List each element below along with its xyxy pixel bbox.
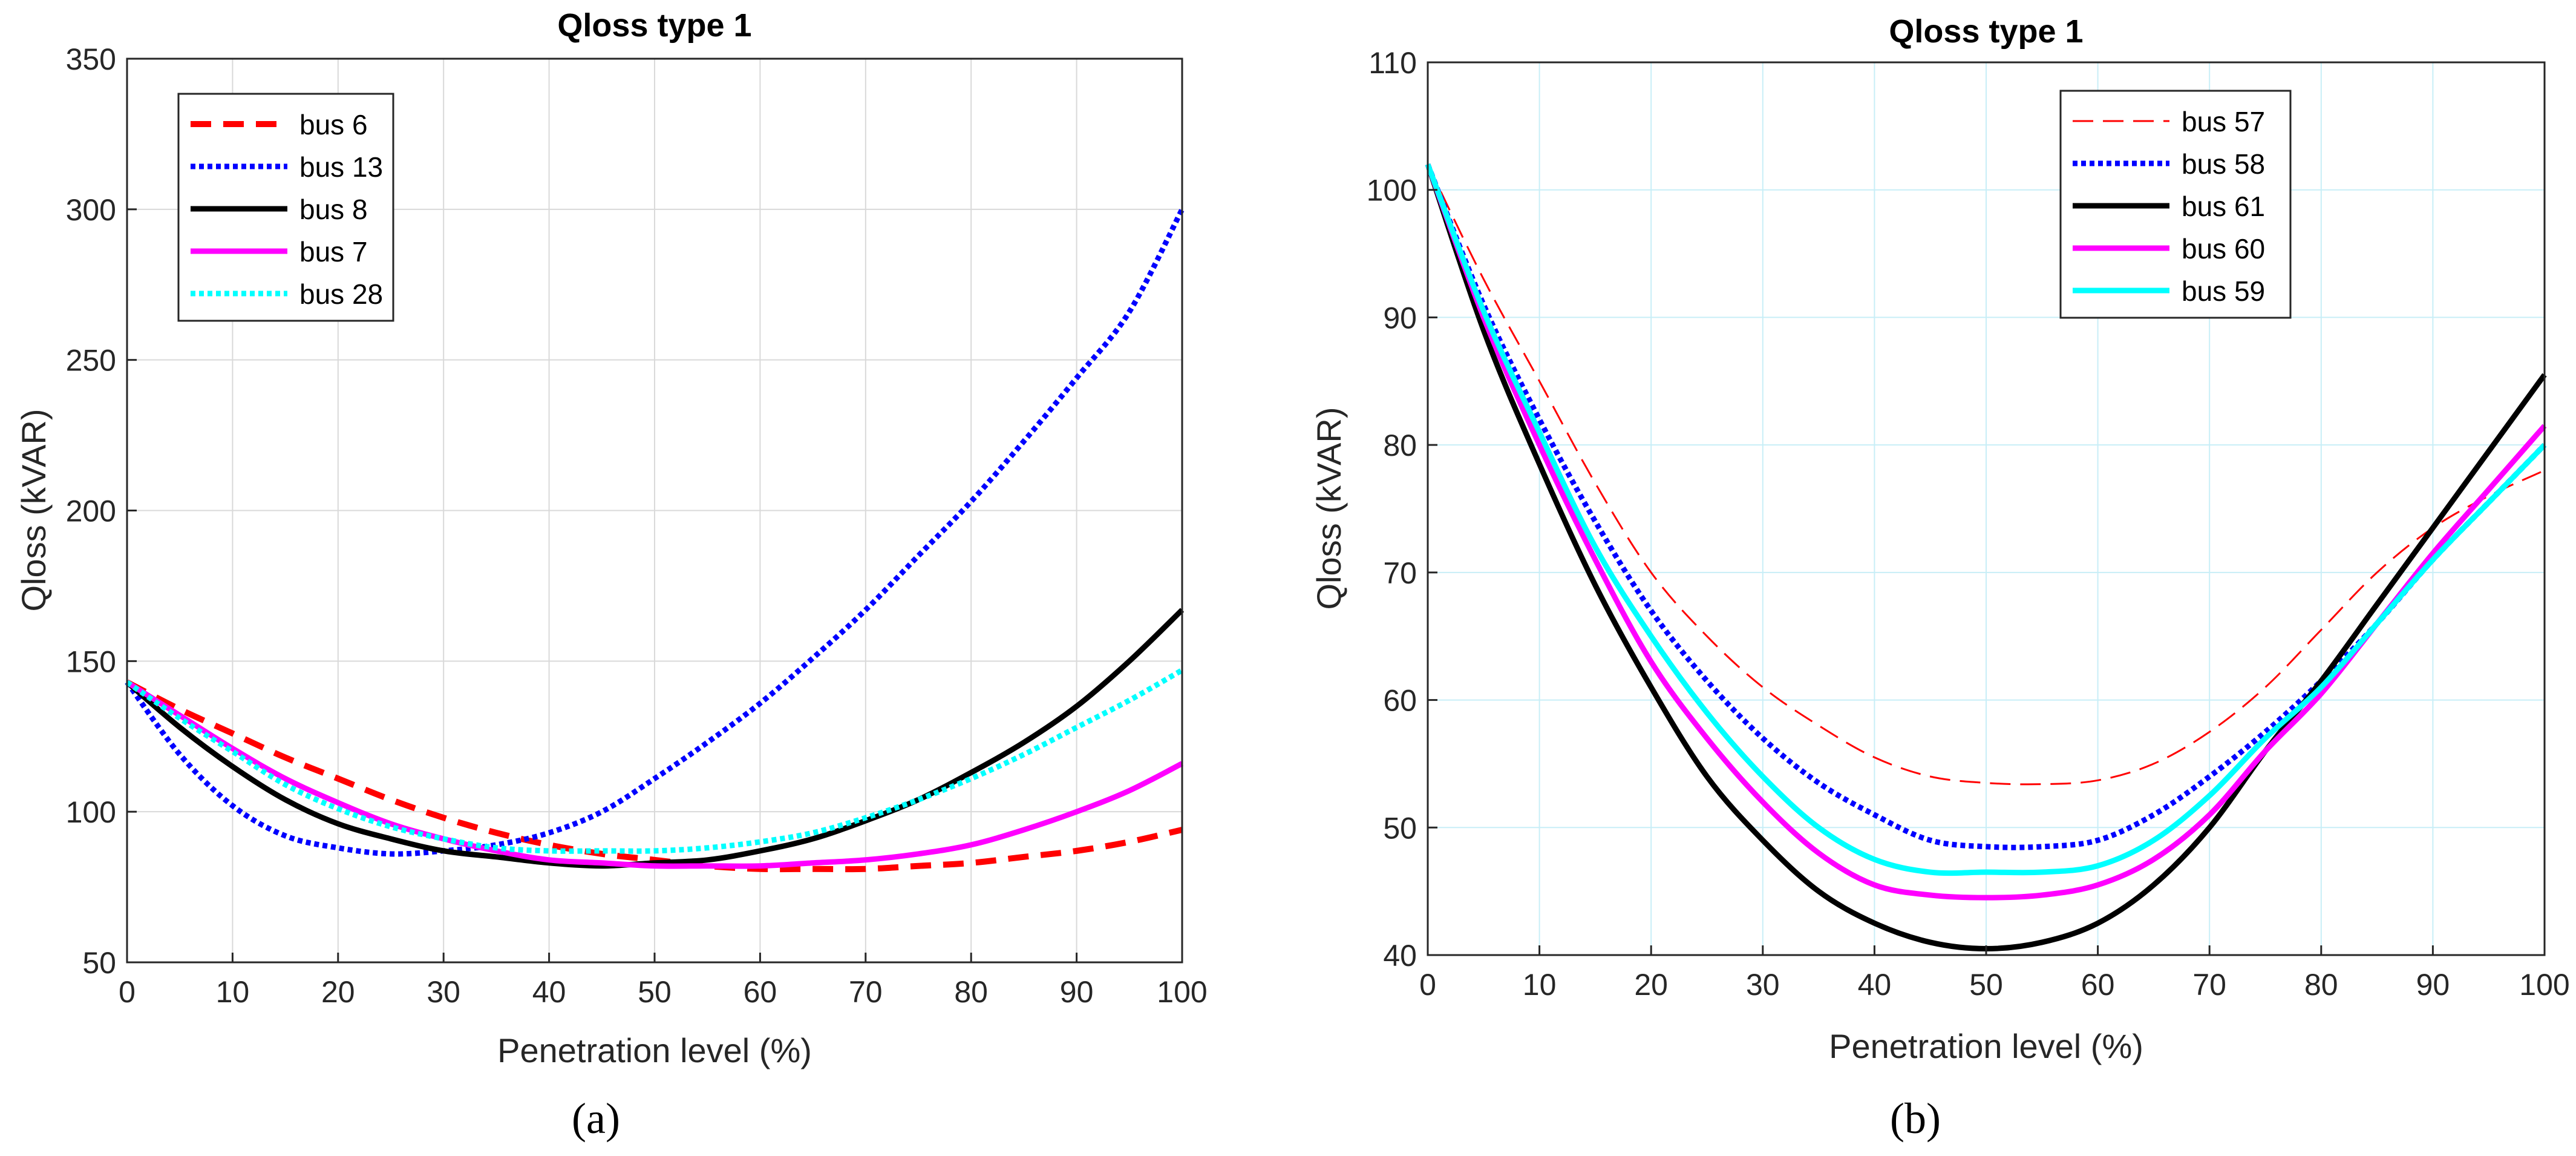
chart-a-ytick-label-5: 300 [66, 193, 116, 227]
chart-b-ytick-label-5: 90 [1383, 301, 1417, 335]
chart-b-xtick-label-4: 40 [1858, 968, 1892, 1002]
chart-b-series-4-line [1425, 163, 2547, 876]
chart-b-title: Qloss type 1 [1889, 13, 2083, 50]
chart-b-ytick-label-3: 70 [1383, 556, 1417, 590]
chart-a-series-2-line [125, 608, 1185, 869]
chart-b-ytick-label-2: 60 [1383, 684, 1417, 718]
chart-a-title: Qloss type 1 [557, 7, 751, 44]
chart-panel-b: Qloss type 1 0 10 20 30 40 50 60 70 80 90 100 40 50 6… [1310, 13, 2570, 1065]
chart-b-xtick-label-9: 90 [2416, 968, 2450, 1002]
chart-a-series [125, 208, 1185, 873]
chart-b-legend-label-3: bus 60 [2182, 233, 2265, 264]
chart-a-ticks: 0 10 20 30 40 50 60 70 80 90 100 50 100 150 200 250 300 3… [66, 42, 1208, 1009]
chart-b-ytick-label-7: 110 [1368, 46, 1417, 80]
chart-a-legend-label-2: bus 8 [299, 194, 368, 225]
chart-a-xtick-label-1: 10 [216, 975, 250, 1009]
chart-b-legend-label-2: bus 61 [2182, 191, 2265, 222]
chart-a-xtick-label-7: 70 [849, 975, 883, 1009]
chart-a-xtick-label-3: 30 [427, 975, 460, 1009]
chart-a-xtick-label-9: 90 [1060, 975, 1094, 1009]
chart-a-xtick-label-5: 50 [638, 975, 672, 1009]
chart-a-legend-label-1: bus 13 [299, 151, 383, 183]
chart-a-ytick-label-3: 200 [66, 494, 116, 528]
chart-b-xtick-label-5: 50 [1969, 968, 2003, 1002]
chart-a-series-0-line [125, 679, 1183, 873]
chart-b-xlabel: Penetration level (%) [1829, 1027, 2143, 1065]
caption-b: (b) [1890, 1094, 1941, 1143]
chart-b-ytick-label-6: 100 [1367, 174, 1417, 208]
chart-a-legend: bus 6 bus 13 bus 8 bus 7 bus 28 [177, 93, 394, 322]
chart-b-xtick-label-6: 60 [2081, 968, 2115, 1002]
caption-a: (a) [572, 1094, 620, 1143]
chart-a-xtick-label-0: 0 [119, 975, 136, 1009]
chart-b-legend: bus 57 bus 58 bus 61 bus 60 bus 59 [2059, 90, 2292, 319]
chart-a-ytick-label-0: 50 [82, 946, 116, 980]
chart-b-xtick-label-8: 80 [2304, 968, 2338, 1002]
chart-b-xtick-label-10: 100 [2519, 968, 2569, 1002]
chart-a-gridlines [127, 59, 1182, 962]
chart-b-ylabel: Qloss (kVAR) [1310, 407, 1348, 610]
chart-a-xtick-label-2: 20 [321, 975, 355, 1009]
chart-b-xtick-label-3: 30 [1746, 968, 1780, 1002]
chart-b-ticks: 0 10 20 30 40 50 60 70 80 90 100 40 50 60 70 80 90 100 110 [1367, 46, 2570, 1002]
chart-a-ytick-label-6: 350 [66, 42, 116, 76]
chart-a-series-4-line [125, 668, 1184, 854]
chart-a-legend-label-4: bus 28 [299, 278, 383, 310]
chart-a-legend-label-3: bus 7 [299, 236, 368, 268]
chart-a-xtick-label-4: 40 [532, 975, 566, 1009]
chart-b-series [1425, 163, 2547, 951]
chart-a-series-1-line [125, 208, 1185, 857]
chart-b-legend-label-0: bus 57 [2182, 106, 2265, 137]
chart-panel-a: Qloss type 1 0 10 20 30 40 50 60 70 80 90 100 50 100… [15, 7, 1208, 1069]
chart-b-xtick-label-1: 10 [1523, 968, 1557, 1002]
chart-a-xlabel: Penetration level (%) [497, 1031, 812, 1069]
chart-a-xtick-label-6: 60 [744, 975, 777, 1009]
chart-a-series-3-line [125, 680, 1184, 869]
chart-b-xtick-label-0: 0 [1419, 968, 1436, 1002]
chart-a-legend-label-0: bus 6 [299, 109, 368, 140]
chart-a-ylabel: Qloss (kVAR) [15, 409, 53, 612]
chart-b-series-0-line [1427, 163, 2545, 786]
chart-a-ytick-label-2: 150 [66, 645, 116, 678]
chart-b-series-2-line [1425, 163, 2547, 951]
chart-b-ytick-label-4: 80 [1383, 429, 1417, 462]
chart-b-gridlines [1428, 62, 2545, 955]
chart-a-xtick-label-8: 80 [954, 975, 988, 1009]
chart-b-xtick-label-7: 70 [2192, 968, 2226, 1002]
chart-a-ytick-label-4: 250 [66, 344, 116, 378]
chart-a-ytick-label-1: 100 [66, 795, 116, 829]
chart-b-legend-label-4: bus 59 [2182, 275, 2265, 307]
chart-a-xtick-label-10: 100 [1157, 975, 1207, 1009]
chart-b-xtick-label-2: 20 [1634, 968, 1668, 1002]
chart-b-legend-label-1: bus 58 [2182, 148, 2265, 180]
chart-b-ytick-label-0: 40 [1383, 939, 1417, 973]
chart-b-ytick-label-1: 50 [1383, 811, 1417, 845]
